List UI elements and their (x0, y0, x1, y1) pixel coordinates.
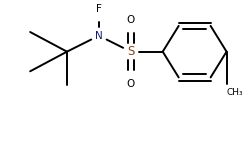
Text: S: S (127, 45, 134, 58)
Text: F: F (96, 4, 102, 14)
Text: CH₃: CH₃ (227, 88, 243, 97)
Text: N: N (95, 31, 103, 41)
Text: O: O (127, 15, 135, 25)
Text: O: O (127, 79, 135, 89)
